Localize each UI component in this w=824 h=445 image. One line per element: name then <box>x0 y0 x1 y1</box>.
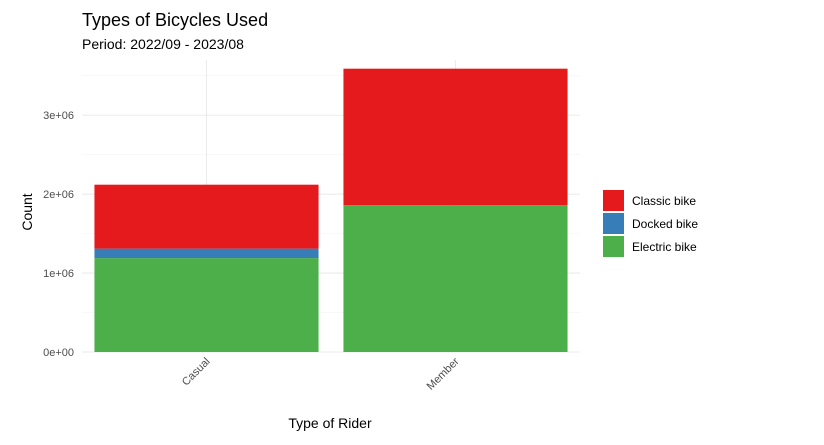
legend-label: Classic bike <box>632 194 696 208</box>
chart-title: Types of Bicycles Used <box>82 10 268 30</box>
x-axis-ticks: Casual Member <box>180 355 462 392</box>
bar-casual-electric-bike <box>94 258 319 352</box>
bar-member-classic-bike <box>343 68 568 206</box>
legend-label: Electric bike <box>632 240 697 254</box>
legend-swatch <box>603 213 624 234</box>
legend: Classic bike Docked bike Electric bike <box>603 190 698 257</box>
bar-member-electric-bike <box>343 205 568 352</box>
y-tick-label: 2e+06 <box>43 189 74 201</box>
bars <box>94 68 568 352</box>
y-axis-title: Count <box>19 193 35 230</box>
bar-casual-classic-bike <box>94 184 319 249</box>
y-tick-label: 0e+00 <box>43 347 74 359</box>
x-axis-title: Type of Rider <box>288 415 372 431</box>
legend-swatch <box>603 236 624 257</box>
y-tick-label: 3e+06 <box>43 110 74 122</box>
y-axis-ticks: 0e+00 1e+06 2e+06 3e+06 <box>43 110 74 359</box>
legend-swatch <box>603 190 624 211</box>
legend-label: Docked bike <box>632 217 698 231</box>
x-tick-label: Member <box>425 355 462 392</box>
bar-casual-docked-bike <box>94 248 319 259</box>
y-tick-label: 1e+06 <box>43 268 74 280</box>
chart-subtitle: Period: 2022/09 - 2023/08 <box>82 36 244 52</box>
x-tick-label: Casual <box>180 356 213 389</box>
